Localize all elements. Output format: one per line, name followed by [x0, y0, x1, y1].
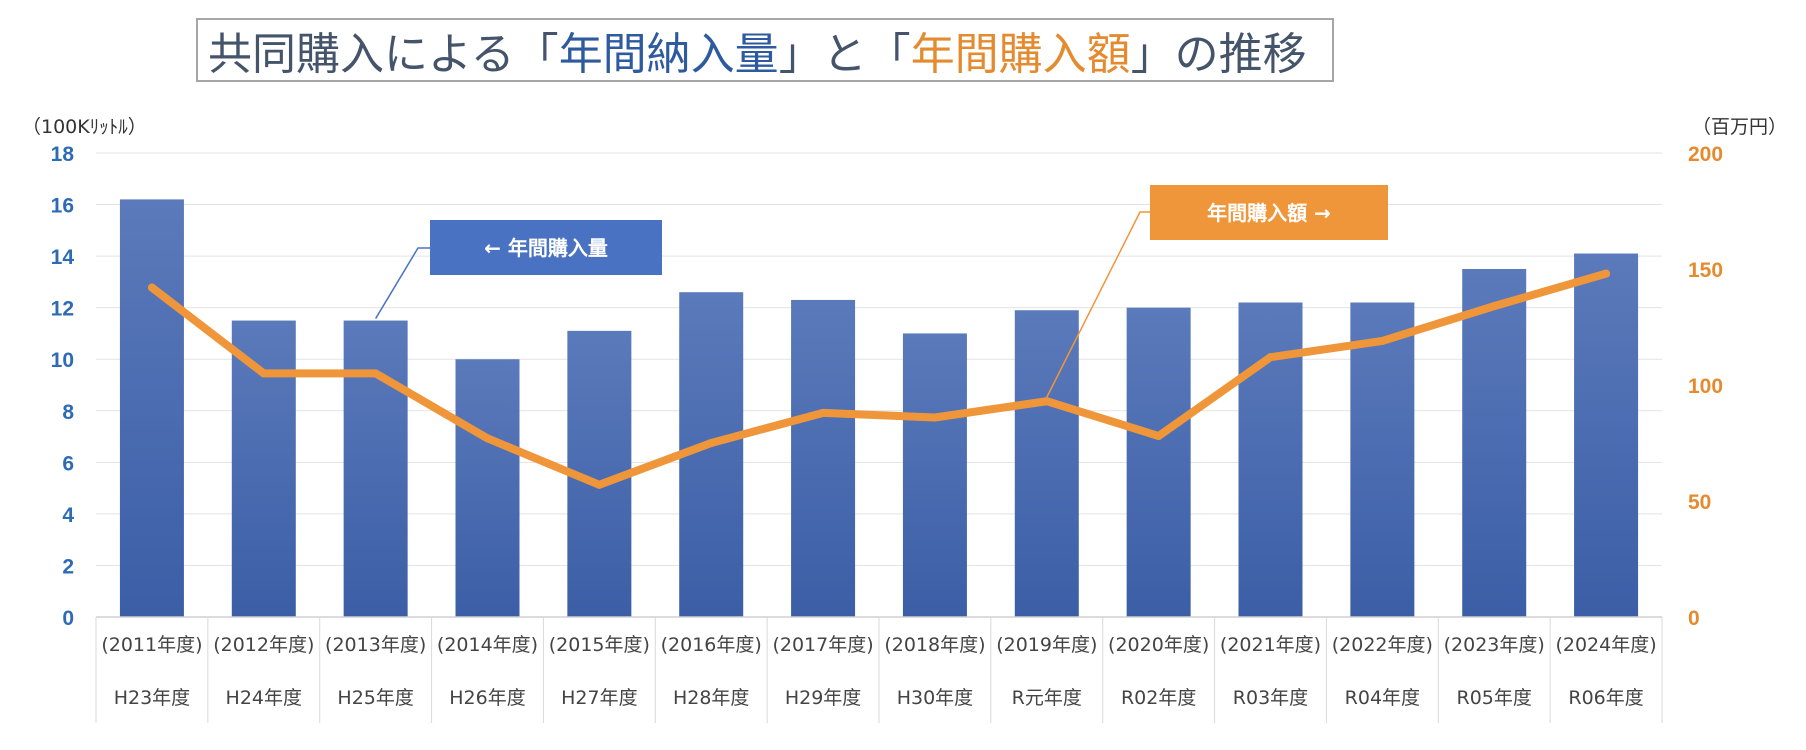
- category-label-era: H29年度: [785, 687, 861, 709]
- bar: [1126, 307, 1191, 617]
- title-part-5: 」の推移: [1130, 29, 1307, 80]
- bar: [455, 359, 520, 617]
- bar: [791, 299, 856, 617]
- category-label-era: R05年度: [1457, 687, 1532, 709]
- amount-point: [930, 413, 939, 422]
- category-label-era: H26年度: [449, 687, 525, 709]
- bar: [1238, 302, 1303, 617]
- volume-callout-box: [430, 220, 662, 275]
- bar: [343, 320, 408, 617]
- left-axis-tick-label: 10: [51, 349, 74, 372]
- left-axis-unit: （100Kﾘｯﾄﾙ）: [22, 116, 147, 138]
- title-volume: 年間納入量: [558, 29, 779, 80]
- left-axis-tick-label: 4: [62, 504, 74, 527]
- bar: [1350, 302, 1415, 617]
- category-label-era: H30年度: [897, 687, 973, 709]
- amount-point: [483, 434, 492, 443]
- amount-point: [1378, 336, 1387, 345]
- amount-point: [1266, 353, 1275, 362]
- category-label-year: (2019年度): [996, 634, 1097, 656]
- category-label-era: R04年度: [1345, 687, 1420, 709]
- amount-callout-box: [1150, 185, 1388, 240]
- title-part-3: 」と「: [778, 29, 911, 80]
- right-axis-unit: （百万円）: [1692, 116, 1788, 138]
- right-axis-tick-label: 50: [1688, 491, 1711, 514]
- bar: [1014, 310, 1079, 617]
- category-label-year: (2017年度): [772, 634, 873, 656]
- left-axis-tick-label: 14: [51, 246, 75, 269]
- left-axis-tick-label: 0: [62, 607, 74, 630]
- amount-point: [147, 283, 156, 292]
- category-label-era: R06年度: [1568, 687, 1643, 709]
- category-label-year: (2012年度): [213, 634, 314, 656]
- category-label-era: H23年度: [114, 687, 190, 709]
- right-axis-tick-label: 150: [1688, 259, 1723, 282]
- title-part-1: 共同購入による「: [208, 29, 559, 80]
- category-label-era: H28年度: [673, 687, 749, 709]
- category-label-year: (2020年度): [1108, 634, 1209, 656]
- category-label-era: H27年度: [561, 687, 637, 709]
- amount-point: [595, 480, 604, 489]
- amount-line: [147, 269, 1611, 489]
- category-label-year: (2018年度): [884, 634, 985, 656]
- category-label-era: R元年度: [1012, 687, 1082, 709]
- category-label-year: (2023年度): [1444, 634, 1545, 656]
- category-label-year: (2014年度): [437, 634, 538, 656]
- left-axis-tick-label: 18: [51, 143, 75, 166]
- amount-point: [1042, 397, 1051, 406]
- bar: [119, 199, 184, 617]
- title-amount: 年間購入額: [910, 29, 1131, 80]
- left-axis-tick-label: 8: [62, 401, 74, 424]
- category-label-era: R02年度: [1121, 687, 1196, 709]
- right-axis-tick-label: 100: [1688, 375, 1723, 398]
- left-axis-tick-label: 12: [51, 298, 74, 321]
- category-label-era: R03年度: [1233, 687, 1308, 709]
- right-axis-tick-label: 0: [1688, 607, 1700, 630]
- left-axis-tick-label: 16: [51, 195, 74, 218]
- category-label-year: (2022年度): [1332, 634, 1433, 656]
- left-axis-tick-label: 2: [62, 555, 74, 578]
- amount-callout-leader: [1046, 211, 1150, 398]
- amount-point: [259, 369, 268, 378]
- amount-point: [819, 408, 828, 417]
- bar: [1462, 269, 1527, 617]
- bar: [902, 333, 967, 617]
- category-label-year: (2024年度): [1555, 634, 1656, 656]
- chart-title: 共同購入による「 年間納入量 」と「 年間購入額 」の推移: [196, 18, 1334, 82]
- category-label-era: H24年度: [226, 687, 302, 709]
- volume-callout-leader: [374, 247, 430, 319]
- category-label-year: (2013年度): [325, 634, 426, 656]
- category-label-era: H25年度: [337, 687, 413, 709]
- volume-callout-label: ← 年間購入量: [484, 236, 608, 260]
- right-axis-tick-label: 200: [1688, 143, 1723, 166]
- left-axis-tick-label: 6: [62, 452, 74, 475]
- bar: [231, 320, 296, 617]
- amount-point: [1154, 432, 1163, 441]
- category-label-year: (2021年度): [1220, 634, 1321, 656]
- amount-point: [1602, 269, 1611, 278]
- bar: [1574, 253, 1639, 618]
- category-label-year: (2011年度): [101, 634, 202, 656]
- amount-point: [707, 439, 716, 447]
- amount-point: [371, 369, 380, 378]
- category-label-year: (2016年度): [661, 634, 762, 656]
- amount-point: [1490, 302, 1499, 311]
- category-label-year: (2015年度): [549, 634, 650, 656]
- amount-callout-label: 年間購入額 →: [1207, 201, 1331, 225]
